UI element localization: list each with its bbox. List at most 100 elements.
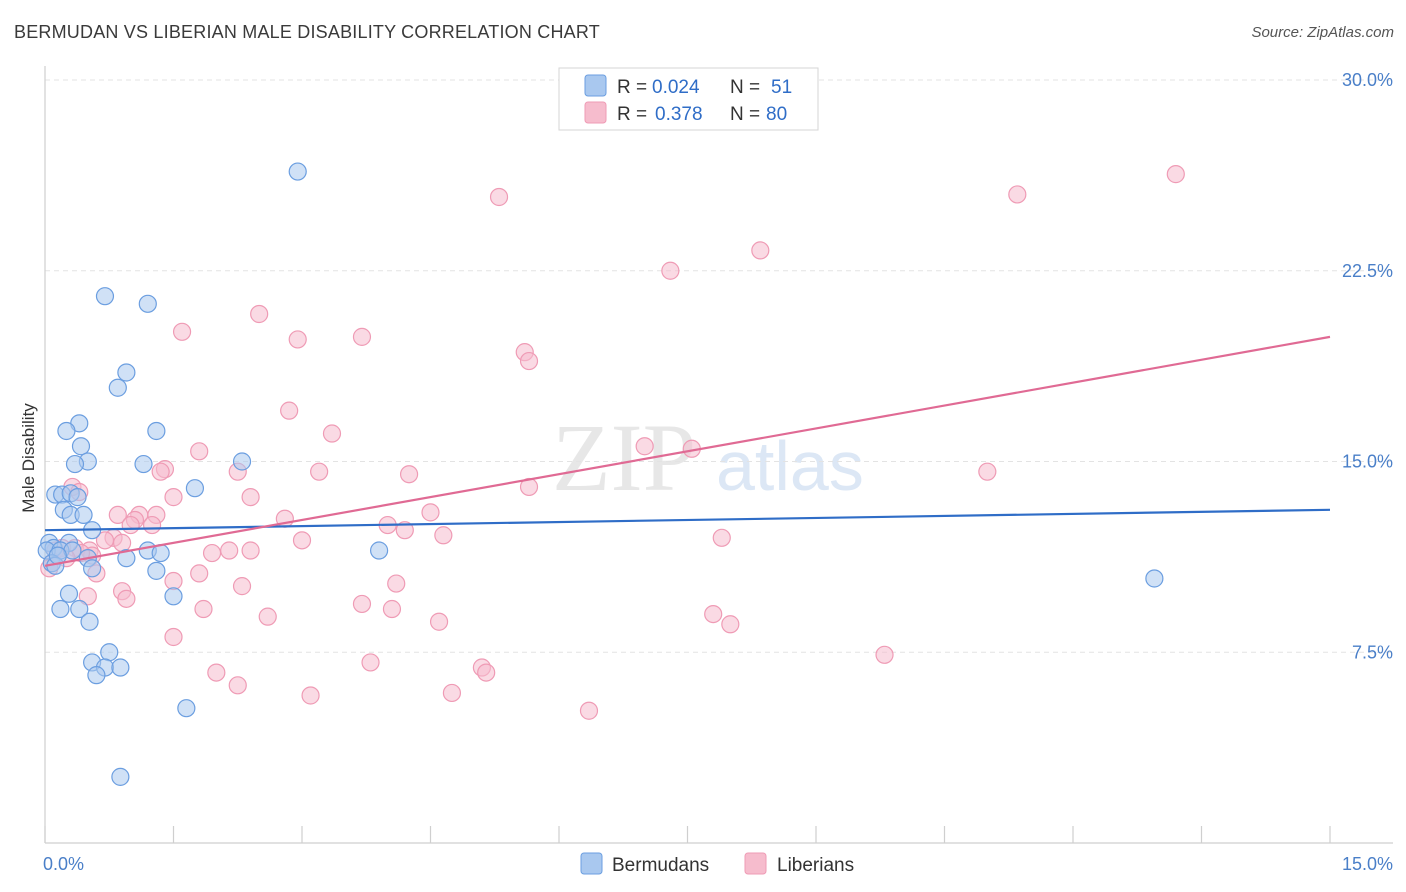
watermark-zip: ZIP xyxy=(552,404,696,511)
liberians-point xyxy=(190,564,209,583)
bermudans-point xyxy=(59,584,79,603)
bermudans-point xyxy=(177,699,196,718)
bermudans-points xyxy=(37,162,1164,786)
chart-source: Source: ZipAtlas.com xyxy=(1251,24,1394,41)
liberians-point xyxy=(399,465,419,484)
bermudans-point xyxy=(134,454,153,474)
liberians-point xyxy=(108,505,127,525)
liberians-point xyxy=(712,528,731,547)
bermudans-point xyxy=(232,452,252,471)
liberians-point xyxy=(352,594,372,614)
liberians-point xyxy=(579,701,599,720)
bermudans-point xyxy=(68,488,87,507)
liberians-point xyxy=(207,663,226,682)
liberians-point xyxy=(382,599,402,619)
bermudans-point xyxy=(288,162,307,181)
liberians-point xyxy=(519,477,539,497)
liberians-point xyxy=(164,627,183,647)
liberians-point xyxy=(477,663,496,682)
trendlines xyxy=(44,335,1331,567)
bermudans-point xyxy=(74,505,93,525)
x-tick-label: 0.0% xyxy=(43,854,84,874)
liberians-point xyxy=(361,653,380,672)
liberians-point xyxy=(121,515,140,535)
bermudans-point xyxy=(147,561,166,580)
liberians-point xyxy=(172,322,192,341)
bottom-legend-swatch-liberians xyxy=(744,852,767,875)
legend-r-value-liberians: 0.378 xyxy=(655,104,703,125)
liberians-point xyxy=(421,503,440,522)
liberians-point xyxy=(301,686,320,705)
legend-r-value-bermudans: 0.024 xyxy=(652,77,700,98)
liberians-point xyxy=(429,612,449,631)
liberians-point xyxy=(1166,165,1185,184)
bermudans-point xyxy=(70,599,89,619)
bermudans-point xyxy=(370,541,389,560)
liberians-point xyxy=(704,604,723,624)
bermudans-point xyxy=(100,643,119,662)
liberians-point xyxy=(220,541,239,560)
liberians-point xyxy=(387,574,406,593)
liberians-point xyxy=(352,327,372,346)
bottom-legend-label-liberians: Liberians xyxy=(777,855,854,876)
liberians-point xyxy=(117,589,136,608)
liberians-point xyxy=(112,533,132,552)
legend-swatch-liberians xyxy=(584,101,607,124)
bermudans-point xyxy=(87,666,106,685)
liberians-point xyxy=(194,599,213,619)
watermark-atlas: atlas xyxy=(716,427,864,505)
correlation-legend: R = 0.024 N = 51 R = 0.378 N = 80 xyxy=(558,67,819,131)
liberians-point xyxy=(875,645,894,664)
bermudans-point xyxy=(117,549,136,568)
bermudans-point xyxy=(80,612,99,631)
y-tick-labels: 7.5% 15.0% 22.5% 30.0% xyxy=(1342,70,1393,662)
liberians-point xyxy=(661,261,680,280)
liberians-point xyxy=(142,515,162,535)
liberians-point xyxy=(241,541,260,560)
legend-n-value-bermudans: 51 xyxy=(771,77,792,98)
liberians-point xyxy=(280,401,299,420)
bermudans-point xyxy=(164,587,183,606)
bottom-legend-swatch-bermudans xyxy=(580,852,603,875)
liberians-point xyxy=(978,462,997,481)
liberians-point xyxy=(442,683,462,703)
bermudans-point xyxy=(185,479,205,498)
liberians-point xyxy=(292,531,312,550)
liberians-point xyxy=(519,351,539,371)
bermudans-point xyxy=(71,437,91,456)
x-tick-label: 15.0% xyxy=(1342,854,1393,874)
y-tick-label: 22.5% xyxy=(1342,261,1393,281)
bermudans-point xyxy=(117,363,136,382)
bermudans-point xyxy=(51,599,70,619)
bermudans-point xyxy=(1145,569,1164,588)
liberians-point xyxy=(78,587,97,606)
liberians-point xyxy=(232,577,252,596)
bermudans-point xyxy=(111,658,130,677)
liberians-point xyxy=(751,241,770,260)
legend-n-value-liberians: 80 xyxy=(766,104,787,125)
liberians-point xyxy=(241,488,260,507)
gridlines xyxy=(45,79,1393,653)
liberians-point xyxy=(635,437,654,456)
liberians-point xyxy=(322,424,342,443)
liberians-point xyxy=(310,462,329,481)
liberians-point xyxy=(190,442,209,461)
legend-swatch-bermudans xyxy=(584,74,607,97)
liberians-point xyxy=(258,607,277,626)
y-axis-label: Male Disability xyxy=(19,403,38,513)
liberians-point xyxy=(434,526,453,545)
liberians-point xyxy=(164,488,183,507)
liberians-point xyxy=(202,543,222,563)
liberians-point xyxy=(395,521,414,540)
liberians-point xyxy=(721,615,740,634)
watermark: ZIP atlas xyxy=(552,404,864,511)
bermudans-point xyxy=(111,767,130,786)
bermudans-trendline xyxy=(44,508,1331,532)
liberians-point xyxy=(164,571,183,591)
bermudans-point xyxy=(95,287,115,306)
axes xyxy=(44,66,1393,844)
liberians-trendline xyxy=(44,335,1331,567)
bermudans-point xyxy=(83,559,102,578)
bermudans-point xyxy=(57,421,76,441)
